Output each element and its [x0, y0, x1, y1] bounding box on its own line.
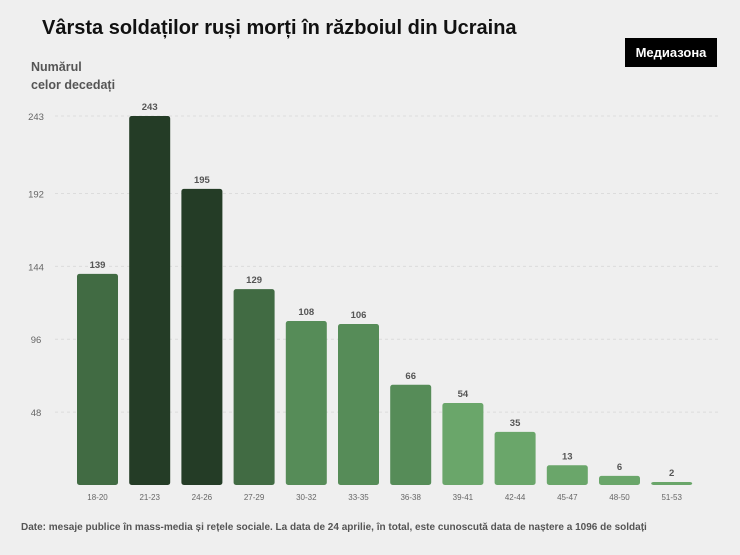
y-axis-label-line-1: Numărul — [31, 60, 82, 74]
data-label: 6 — [617, 462, 622, 473]
source-footnote: Date: mesaje publice în mass-media și re… — [21, 522, 647, 533]
data-labels: 139 243 195 129 108 106 66 54 35 13 6 2 — [90, 102, 675, 479]
y-tick-label: 144 — [28, 262, 44, 273]
x-tick-label: 24-26 — [192, 493, 213, 502]
bar-18-20 — [77, 273, 118, 485]
data-label: 108 — [298, 307, 314, 318]
data-label: 129 — [246, 275, 262, 286]
x-tick-label: 45-47 — [557, 493, 578, 502]
data-label: 2 — [669, 468, 674, 479]
x-tick-label: 27-29 — [244, 493, 265, 502]
bar-33-35 — [338, 324, 379, 485]
x-tick-label: 42-44 — [505, 493, 526, 502]
x-tick-label: 51-53 — [661, 493, 682, 502]
y-tick-labels: 48 96 144 192 243 — [28, 112, 44, 419]
bar-24-26 — [181, 188, 223, 485]
bars — [77, 116, 693, 485]
bar-21-23 — [129, 116, 171, 485]
x-tick-labels: 18-20 21-23 24-26 27-29 30-32 33-35 36-38 39-41… — [87, 493, 682, 502]
chart-title: Vârsta soldaților ruși morți în războiul… — [42, 17, 517, 39]
data-label: 35 — [510, 418, 521, 429]
y-axis-label-line-2: celor decedați — [31, 78, 116, 92]
x-tick-label: 21-23 — [139, 493, 160, 502]
data-label: 243 — [142, 102, 158, 113]
x-tick-label: 48-50 — [609, 493, 630, 502]
bar-48-50 — [599, 475, 640, 485]
y-tick-label: 243 — [28, 112, 44, 123]
data-label: 54 — [458, 389, 469, 400]
y-axis-label: Numărul celor decedați — [31, 58, 115, 94]
x-tick-label: 18-20 — [87, 493, 108, 502]
bar-39-41 — [442, 403, 484, 485]
x-tick-label: 30-32 — [296, 493, 317, 502]
bar-36-38 — [390, 384, 432, 485]
bar-30-32 — [285, 321, 327, 485]
bar-42-44 — [494, 431, 536, 485]
bar-45-47 — [546, 465, 588, 485]
x-tick-label: 39-41 — [453, 493, 474, 502]
y-tick-label: 192 — [28, 189, 44, 200]
data-label: 139 — [90, 260, 106, 271]
data-label: 13 — [562, 451, 573, 462]
x-tick-label: 36-38 — [400, 493, 421, 502]
data-label: 106 — [351, 310, 367, 321]
y-tick-label: 48 — [31, 408, 42, 419]
bar-51-53 — [651, 481, 693, 485]
bar-27-29 — [233, 289, 275, 485]
mediazona-logo: Медиазона — [625, 38, 717, 67]
data-label: 66 — [405, 371, 416, 382]
x-tick-label: 33-35 — [348, 493, 369, 502]
y-tick-label: 96 — [31, 335, 42, 346]
data-label: 195 — [194, 175, 211, 186]
